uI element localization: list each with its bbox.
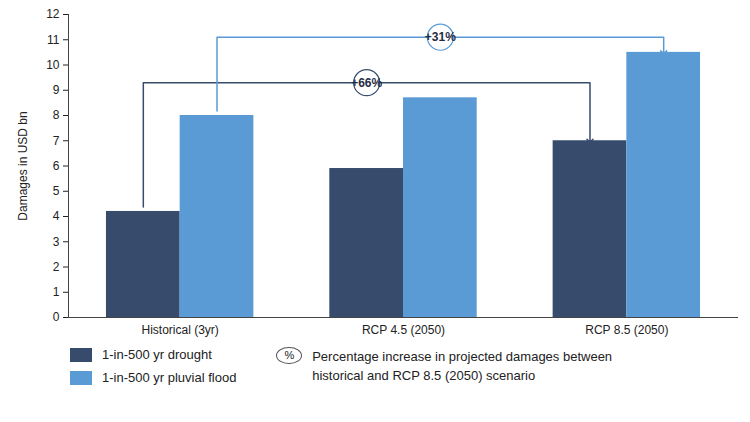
svg-text:9: 9 [53,83,60,97]
svg-text:12: 12 [46,7,60,21]
html-text:1-in-500 yr drought: 1-in-500 yr drought [102,347,212,362]
svg-text:Historical (3yr): Historical (3yr) [141,323,218,337]
svg-text:1: 1 [53,285,60,299]
svg-text:+66%: +66% [351,76,382,90]
svg-text:3: 3 [53,235,60,249]
html-text:Percentage increase in project: Percentage increase in projected damages… [312,349,613,383]
svg-text:0: 0 [53,310,60,324]
svg-text:11: 11 [47,33,60,47]
svg-text:10: 10 [46,58,60,72]
svg-text:4: 4 [53,209,60,223]
svg-text:Damages in USD bn: Damages in USD bn [16,111,30,220]
svg-text:2: 2 [53,260,60,274]
svg-text:+31%: +31% [425,30,456,44]
html-text:1-in-500 yr pluvial flood: 1-in-500 yr pluvial flood [102,370,237,385]
svg-text:RCP 8.5 (2050): RCP 8.5 (2050) [585,323,668,337]
svg-text:5: 5 [53,184,60,198]
svg-text:7: 7 [53,134,60,148]
svg-text:6: 6 [53,159,60,173]
svg-text:8: 8 [53,108,60,122]
svg-text:RCP 4.5 (2050): RCP 4.5 (2050) [362,323,445,337]
